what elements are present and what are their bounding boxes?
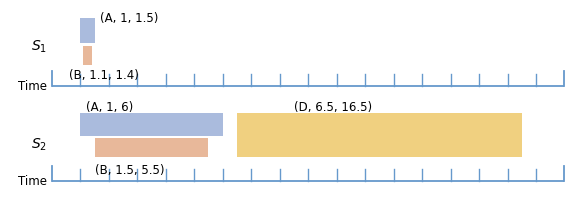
Bar xyxy=(83,46,92,65)
Text: (A, 1, 6): (A, 1, 6) xyxy=(86,101,133,114)
Text: Time: Time xyxy=(18,80,47,93)
Bar xyxy=(80,18,94,43)
Bar xyxy=(94,138,209,157)
Bar xyxy=(80,113,223,136)
Text: (A, 1, 1.5): (A, 1, 1.5) xyxy=(100,12,158,25)
Text: (B, 1.5, 5.5): (B, 1.5, 5.5) xyxy=(94,164,164,177)
Text: $S_1$: $S_1$ xyxy=(31,39,47,55)
Text: (D, 6.5, 16.5): (D, 6.5, 16.5) xyxy=(294,101,372,114)
Text: Time: Time xyxy=(18,175,47,188)
Bar xyxy=(237,113,522,157)
Text: $S_2$: $S_2$ xyxy=(31,137,47,153)
Text: (B, 1.1, 1.4): (B, 1.1, 1.4) xyxy=(69,69,139,82)
